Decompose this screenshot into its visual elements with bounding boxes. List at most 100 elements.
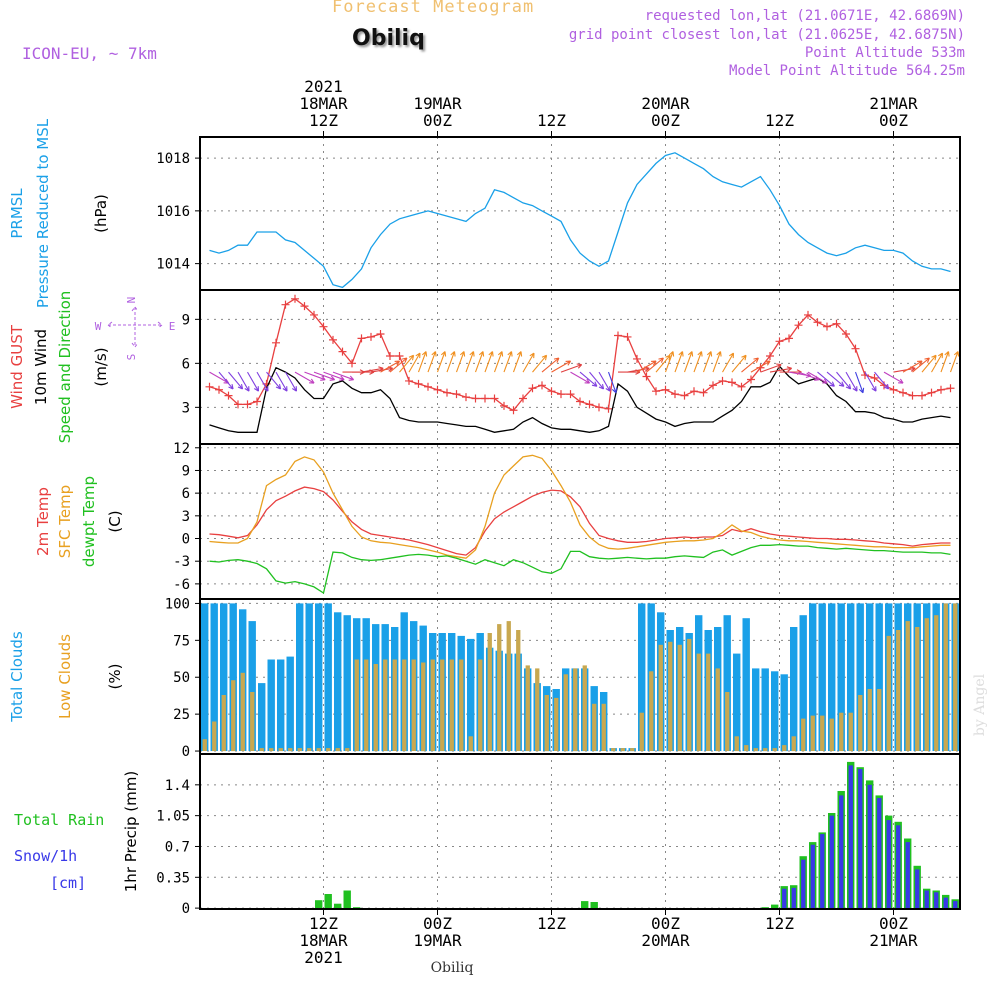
precip-snow-1h-bar [782,888,787,909]
wind-wind-gust-marker [709,381,717,390]
wind-direction-arrow [646,357,664,373]
wind-wind-gust-marker [414,379,423,388]
clouds-low-clouds-bar [544,695,549,752]
wind-direction-arrow [285,371,298,392]
clouds-low-clouds-bar [573,668,578,752]
precip-snow-1h-bar [886,820,891,909]
clouds-low-clouds-bar [592,703,597,751]
clouds-low-clouds-bar [440,659,445,751]
wind-direction-arrow [598,371,611,392]
clouds-low-clouds-bar [829,718,834,752]
precip-frame [199,753,961,910]
clouds-low-clouds-bar [820,715,825,751]
wind-direction-arrow [931,352,944,373]
wind-wind-gust-marker [585,400,594,409]
wind-wind-gust-marker [794,321,803,330]
wind-direction-arrow [484,351,494,373]
bottom-time-label: 12Z [765,914,794,933]
clouds-low-clouds-bar [525,665,530,751]
wind-direction-arrow [683,351,694,373]
clouds-low-clouds-bar [725,692,730,751]
precip-axis-label: 1hr Precip (mm) [122,771,140,892]
bottom-time-label: 12Z [309,914,338,933]
clouds-low-clouds-bar [886,635,891,751]
wind-wind-gust-marker [946,384,955,393]
wind-direction-arrow [949,351,960,373]
clouds-low-clouds-bar [934,615,939,751]
wind-direction-arrow [275,371,288,392]
bottom-time-label: 00Z [423,914,452,933]
wind-wind-gust-marker [775,337,784,346]
wind-direction-arrow [636,360,657,373]
clouds-low-clouds-bar [696,653,701,751]
wind-direction-arrow [408,352,421,373]
wind-wind-gust-marker [832,319,841,328]
compass-arrows [107,306,163,348]
wind-wind-gust-marker [243,400,252,409]
wind-ytick-label: 3 [182,400,190,416]
wind-wind-gust-marker [319,322,328,331]
wind-wind-gust-marker [918,391,926,400]
wind-direction-arrow [503,351,513,373]
precip-side-label: Snow/1h [14,847,77,865]
precip-side-label: [cm] [50,874,86,892]
precip-ytick-label: 0 [182,901,190,917]
clouds-low-clouds-bar [478,659,483,751]
precip-snow-1h-bar [858,769,863,909]
temp-axis-label: (C) [106,510,124,532]
wind-axis-label: 10m Wind [32,329,50,405]
clouds-low-clouds-bar [459,659,464,751]
wind-direction-arrow [921,354,937,373]
wind-wind-gust-marker [785,334,793,343]
precip-total-rain-bar [324,894,332,909]
clouds-low-clouds-bar [240,672,245,751]
wind-wind-gust-marker [205,382,214,391]
wind-10m-wind-line [209,365,951,433]
wind-wind-gust-marker [490,394,499,403]
clouds-total-clouds-bar [286,656,294,752]
clouds-low-clouds-bar [943,603,948,751]
compass-w: W [95,320,102,333]
wind-direction-arrow [436,351,447,373]
wind-direction-arrow [836,371,852,390]
clouds-axis-label: Total Clouds [8,631,26,723]
clouds-low-clouds-bar [497,624,502,752]
wind-direction-arrow [674,351,684,373]
precip-snow-1h-bar [801,859,806,909]
wind-wind-gust-marker [300,302,309,311]
top-time-label: 2021 [304,77,343,96]
wind-wind-gust-marker [471,394,480,403]
wind-wind-gust-marker [623,332,632,341]
wind-direction-arrow [512,351,523,373]
wind-direction-arrow [247,371,260,392]
top-time-label: 00Z [423,111,452,130]
wind-wind-gust-marker [737,382,746,391]
precip-snow-1h-bar [953,901,958,909]
precip-snow-1h-bar [896,825,901,909]
wind-panel: 3 6 9 Wind GUST 10m Wind Speed and Direction (… [8,289,961,445]
clouds-total-clouds-bar [847,603,855,751]
wind-wind-gust-marker [348,359,356,368]
wind-direction-arrow [702,351,713,373]
wind-direction-arrow [427,351,437,373]
model-altitude: Model Point Altitude 564.25m [728,63,965,79]
wind-wind-gust-marker [595,403,603,412]
wind-direction-arrow [209,371,230,384]
wind-direction-arrow [532,354,548,373]
clouds-low-clouds-bar [715,668,720,752]
temp-ytick-label: 12 [173,441,190,457]
clouds-low-clouds-bar [354,659,359,751]
wind-wind-gust-marker [538,381,546,390]
wind-direction-arrow [883,371,904,384]
clouds-low-clouds-bar [307,748,312,752]
clouds-low-clouds-bar [250,692,255,751]
clouds-ytick-label: 75 [173,633,190,649]
clouds-low-clouds-bar [953,603,958,751]
clouds-total-clouds-bar [828,603,836,751]
wind-wind-gust-marker [614,331,622,340]
wind-wind-gust-marker [661,385,670,394]
clouds-ytick-label: 50 [173,670,190,686]
temp-2m-temp-series [209,486,951,556]
clouds-low-clouds-bar [582,665,587,751]
